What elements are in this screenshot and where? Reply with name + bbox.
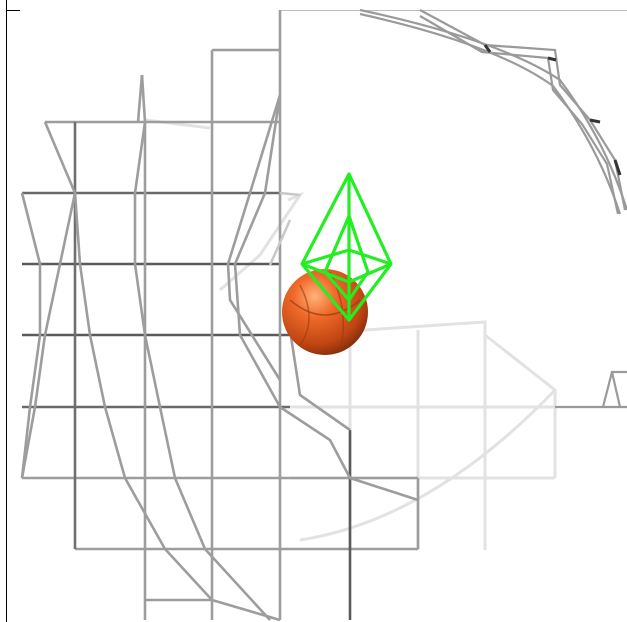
cage-mesh bbox=[268, 191, 301, 266]
viewport-frame bbox=[6, 0, 627, 622]
ring-mesh bbox=[359, 8, 627, 409]
grid-mesh bbox=[20, 10, 420, 622]
octahedron bbox=[300, 172, 393, 322]
